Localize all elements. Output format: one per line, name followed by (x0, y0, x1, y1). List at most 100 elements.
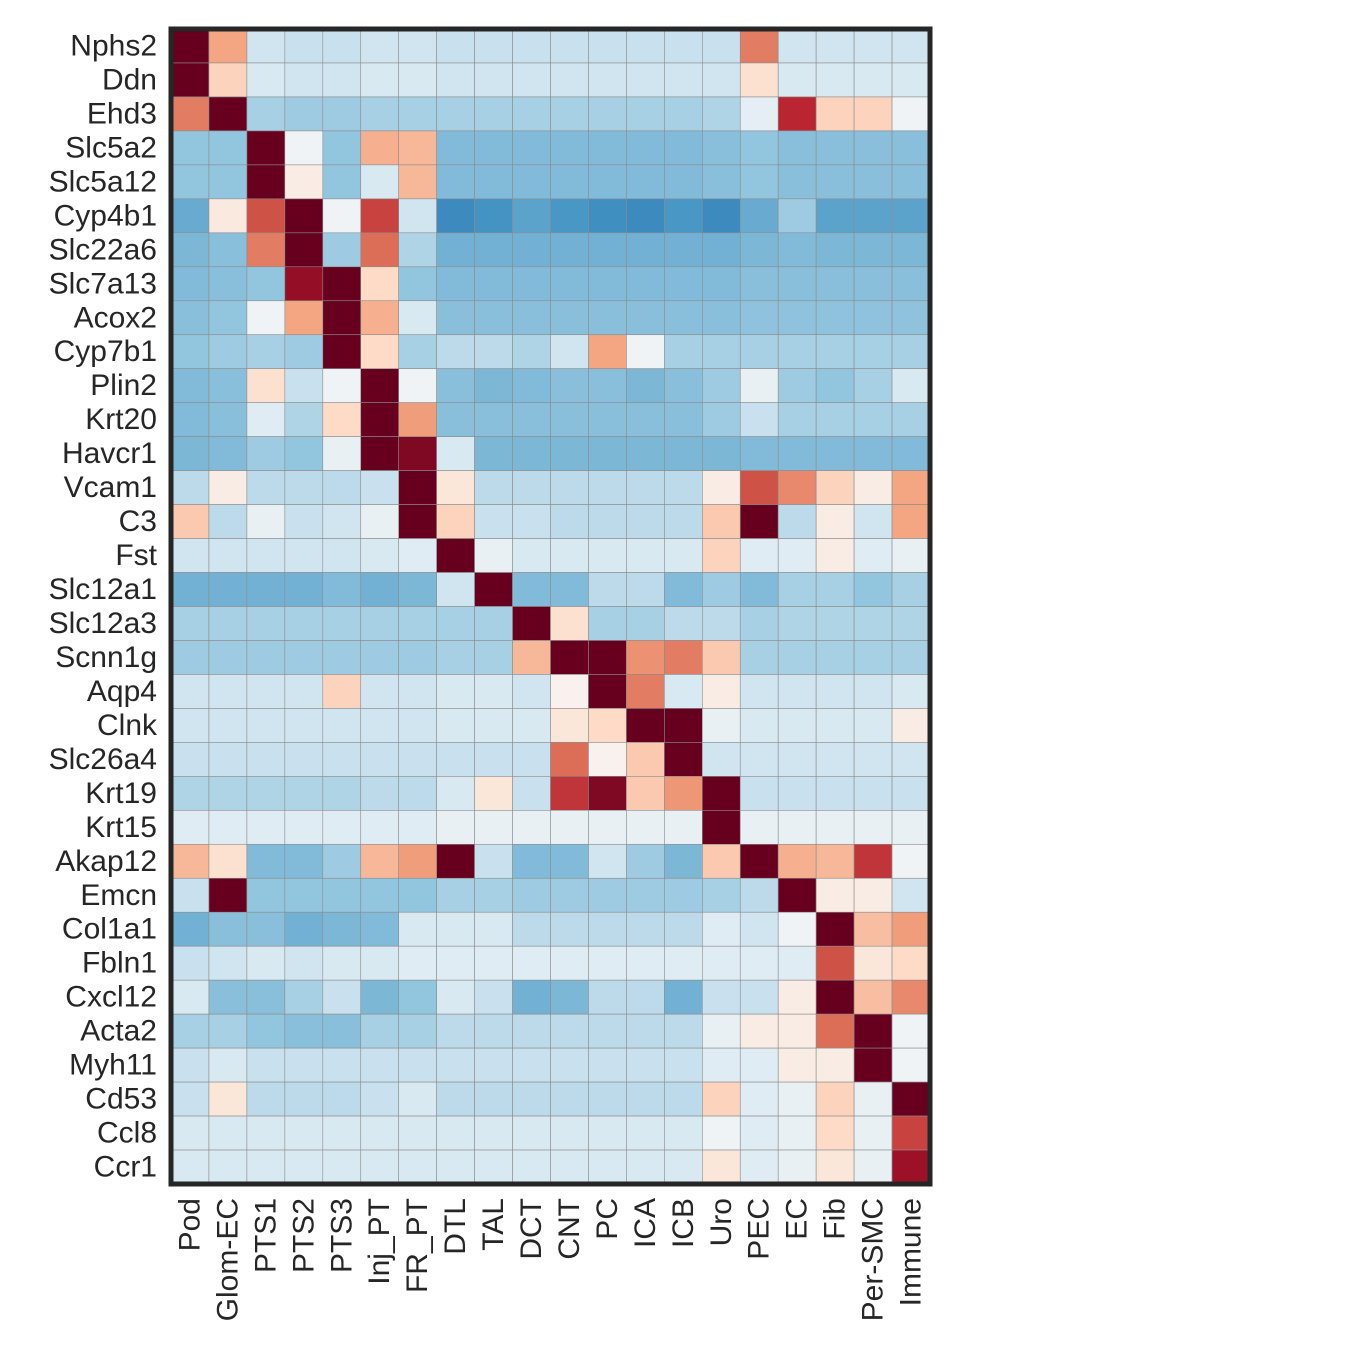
heatmap-cell-Ccl8-FR_PT (398, 1115, 437, 1151)
heatmap-cell-Scnn1g-FR_PT (398, 640, 437, 675)
heatmap-cell-Scnn1g-PTS3 (322, 640, 362, 675)
heatmap-cell-Slc22a6-DCT (512, 232, 551, 268)
heatmap-cell-Krt15-DTL (436, 810, 475, 845)
heatmap-cell-Myh11-Per-SMC (853, 1047, 893, 1083)
heatmap-cell-Plin2-PTS3 (322, 368, 362, 403)
heatmap-cell-Cyp7b1-PC (588, 334, 627, 370)
heatmap-cell-Cd53-Pod (170, 1081, 210, 1117)
column-label-PTS1: PTS1 (249, 1198, 282, 1273)
heatmap-cell-Col1a1-Inj_PT (360, 911, 400, 947)
heatmap-cell-Krt19-DCT (512, 776, 551, 811)
heatmap-cell-Cyp4b1-CNT (550, 198, 589, 234)
heatmap-cell-Slc7a13-Immune (891, 266, 931, 302)
row-label-Ehd3: Ehd3 (87, 97, 157, 130)
heatmap-cell-Slc26a4-DCT (512, 742, 551, 777)
heatmap-cell-Cxcl12-PTS3 (322, 979, 362, 1015)
heatmap-cell-Cxcl12-Glom-EC (208, 979, 248, 1015)
heatmap-cell-Ccr1-Inj_PT (360, 1149, 400, 1185)
heatmap-cell-Scnn1g-PTS1 (246, 640, 286, 675)
heatmap-cell-Slc12a1-CNT (550, 572, 589, 607)
heatmap-cell-Slc5a12-ICB (664, 164, 703, 200)
heatmap-cell-Krt19-PTS3 (322, 776, 362, 811)
heatmap-cell-Vcam1-Immune (891, 470, 931, 505)
heatmap-cell-Ddn-PC (588, 62, 627, 98)
heatmap-cell-Slc22a6-PTS3 (322, 232, 362, 268)
heatmap-cell-Plin2-PEC (739, 368, 779, 403)
row-label-Scnn1g: Scnn1g (55, 641, 157, 674)
heatmap-cell-Akap12-DTL (436, 843, 475, 879)
heatmap-cell-Ehd3-ICB (664, 96, 703, 132)
heatmap-cell-Scnn1g-Fib (815, 640, 855, 675)
heatmap-cell-Scnn1g-Inj_PT (360, 640, 400, 675)
heatmap-cell-Col1a1-ICA (626, 911, 665, 947)
heatmap-cell-Cd53-PTS1 (246, 1081, 286, 1117)
heatmap-cell-C3-CNT (550, 504, 589, 539)
heatmap-cell-Fst-PTS1 (246, 538, 286, 573)
row-label-Cxcl12: Cxcl12 (65, 981, 157, 1014)
heatmap-cell-Akap12-ICB (664, 843, 703, 879)
heatmap-cell-Nphs2-ICB (664, 28, 703, 64)
heatmap-cell-Cyp7b1-Per-SMC (853, 334, 893, 370)
heatmap-cell-Plin2-EC (777, 368, 817, 403)
heatmap-cell-Myh11-PEC (739, 1047, 779, 1083)
heatmap-cell-Acta2-CNT (550, 1013, 589, 1049)
heatmap-cell-Myh11-EC (777, 1047, 817, 1083)
heatmap-cell-Vcam1-Glom-EC (208, 470, 248, 505)
heatmap-cell-Krt20-PTS1 (246, 402, 286, 437)
heatmap-cell-Acta2-PC (588, 1013, 627, 1049)
heatmap-cell-Slc26a4-PC (588, 742, 627, 777)
heatmap-cell-Havcr1-PTS2 (284, 436, 324, 471)
heatmap-cell-Fst-ICB (664, 538, 703, 573)
heatmap-cell-Col1a1-ICB (664, 911, 703, 947)
heatmap-cell-Aqp4-DCT (512, 674, 551, 709)
heatmap-cell-Slc5a12-CNT (550, 164, 589, 200)
heatmap-cell-Fst-Glom-EC (208, 538, 248, 573)
row-label-Ddn: Ddn (102, 63, 157, 96)
row-label-Myh11: Myh11 (69, 1049, 157, 1082)
heatmap-cell-Ehd3-Uro (701, 96, 741, 132)
heatmap-cell-Krt15-EC (777, 810, 817, 845)
column-label-Glom-EC: Glom-EC (211, 1198, 244, 1321)
heatmap-cell-Krt19-Immune (891, 776, 931, 811)
column-label-Fib: Fib (819, 1198, 852, 1240)
heatmap-cell-Clnk-PTS2 (284, 708, 324, 743)
heatmap-cell-Slc12a3-ICA (626, 606, 665, 641)
heatmap-cell-Fst-CNT (550, 538, 589, 573)
heatmap-cell-Ddn-Fib (815, 62, 855, 98)
heatmap-cell-Slc12a1-PTS3 (322, 572, 362, 607)
heatmap-cell-Fbln1-FR_PT (398, 945, 437, 981)
heatmap-cell-Plin2-PTS2 (284, 368, 324, 403)
heatmap-cell-Cd53-ICA (626, 1081, 665, 1117)
heatmap-cell-Slc12a1-ICA (626, 572, 665, 607)
heatmap-cell-Akap12-TAL (474, 843, 513, 879)
heatmap-cell-Vcam1-PTS3 (322, 470, 362, 505)
heatmap-cell-Col1a1-Pod (170, 911, 210, 947)
heatmap-cell-Cyp7b1-ICB (664, 334, 703, 370)
heatmap-cell-Scnn1g-Uro (701, 640, 741, 675)
heatmap-cell-Vcam1-Uro (701, 470, 741, 505)
heatmap-cell-Slc5a2-FR_PT (398, 130, 437, 166)
heatmap-cell-Krt20-PTS2 (284, 402, 324, 437)
heatmap-cell-C3-DCT (512, 504, 551, 539)
column-label-ICA: ICA (629, 1198, 662, 1248)
row-label-Cyp7b1: Cyp7b1 (54, 335, 157, 368)
heatmap-cell-Scnn1g-Immune (891, 640, 931, 675)
row-label-Slc12a3: Slc12a3 (49, 607, 157, 640)
heatmap-cell-Fst-EC (777, 538, 817, 573)
heatmap-cell-Cd53-CNT (550, 1081, 589, 1117)
heatmap-cell-Slc5a2-Per-SMC (853, 130, 893, 166)
heatmap-cell-Slc26a4-DTL (436, 742, 475, 777)
heatmap-cell-Aqp4-Uro (701, 674, 741, 709)
heatmap-cell-Plin2-PTS1 (246, 368, 286, 403)
heatmap-cell-Fbln1-PTS1 (246, 945, 286, 981)
heatmap-cell-Slc5a12-ICA (626, 164, 665, 200)
heatmap-cell-Slc7a13-EC (777, 266, 817, 302)
heatmap-cell-Myh11-CNT (550, 1047, 589, 1083)
heatmap-cell-Ccl8-DCT (512, 1115, 551, 1151)
heatmap-cell-Slc12a3-TAL (474, 606, 513, 641)
heatmap-cell-Acta2-PTS1 (246, 1013, 286, 1049)
heatmap-cell-Slc12a1-Inj_PT (360, 572, 400, 607)
heatmap-cell-Slc12a1-PC (588, 572, 627, 607)
heatmap-cell-Slc7a13-Glom-EC (208, 266, 248, 302)
heatmap-cell-Krt20-CNT (550, 402, 589, 437)
